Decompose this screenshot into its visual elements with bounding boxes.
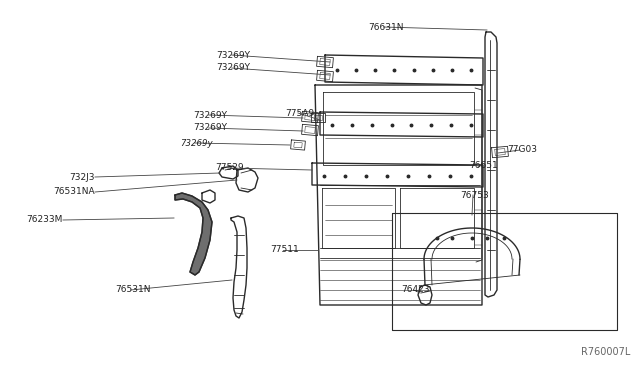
- Polygon shape: [175, 193, 212, 275]
- Text: 732J3: 732J3: [70, 173, 95, 182]
- Text: 76531NA: 76531NA: [53, 187, 95, 196]
- Text: 76651: 76651: [469, 160, 498, 170]
- Text: 73269Y: 73269Y: [216, 64, 250, 73]
- Text: 73269Y: 73269Y: [216, 51, 250, 60]
- Text: 77511: 77511: [270, 246, 299, 254]
- Text: 76233M: 76233M: [27, 215, 63, 224]
- Text: R760007L: R760007L: [580, 347, 630, 357]
- Text: 76531N: 76531N: [115, 285, 150, 295]
- Text: 775A9: 775A9: [285, 109, 314, 118]
- Text: 77529: 77529: [215, 164, 244, 173]
- Text: 73269Y: 73269Y: [193, 124, 227, 132]
- Text: 76631N: 76631N: [368, 22, 403, 32]
- Text: 73269Y: 73269Y: [193, 110, 227, 119]
- Text: 73269y: 73269y: [180, 138, 212, 148]
- Text: 76753: 76753: [460, 190, 489, 199]
- Text: 77G03: 77G03: [507, 145, 537, 154]
- Text: 76423: 76423: [401, 285, 429, 295]
